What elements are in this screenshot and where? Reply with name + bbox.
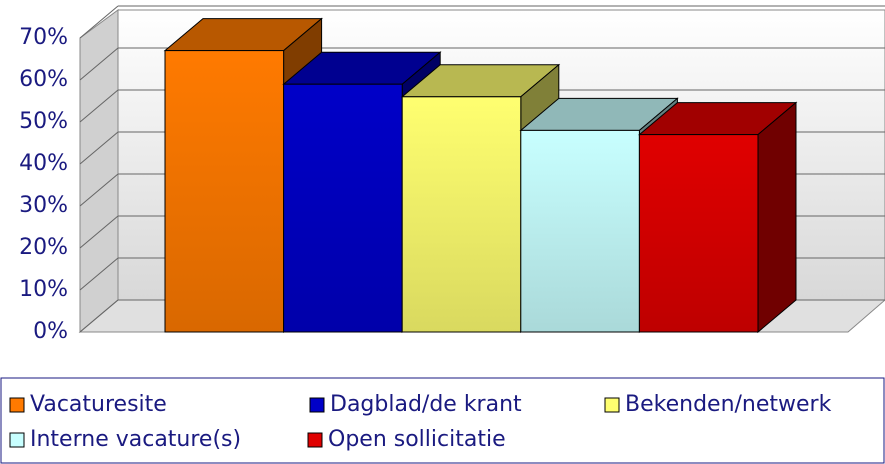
grid-line (79, 131, 119, 165)
bar (164, 50, 285, 333)
legend-label: Dagblad/de krant (330, 392, 522, 417)
bar (520, 129, 640, 333)
legend-label: Open sollicitatie (328, 427, 506, 452)
bar (401, 96, 522, 333)
y-tick-label: 0% (33, 319, 68, 344)
bar-side (757, 101, 797, 334)
left-wall (79, 9, 119, 334)
grid-line (79, 173, 119, 207)
legend-swatch (604, 397, 620, 413)
grid-line (79, 89, 119, 123)
legend-label: Interne vacature(s) (30, 427, 241, 452)
bar (638, 134, 759, 333)
legend-label: Vacaturesite (30, 392, 167, 417)
y-tick-label: 10% (19, 277, 68, 302)
grid-line (79, 257, 119, 291)
grid-line (79, 47, 119, 81)
y-tick-label: 70% (19, 25, 68, 50)
y-tick-label: 50% (19, 109, 68, 134)
y-tick-label: 60% (19, 67, 68, 92)
legend-swatch (9, 397, 25, 413)
grid-line (79, 215, 119, 249)
grid-line (79, 5, 119, 39)
y-tick-label: 20% (19, 235, 68, 260)
bar (283, 83, 403, 333)
legend-swatch (309, 397, 325, 413)
y-tick-label: 40% (19, 151, 68, 176)
legend-swatch (9, 432, 25, 448)
legend-swatch (307, 432, 323, 448)
legend (0, 377, 885, 464)
grid-line (79, 299, 119, 333)
y-tick-label: 30% (19, 193, 68, 218)
legend-label: Bekenden/netwerk (625, 392, 832, 417)
